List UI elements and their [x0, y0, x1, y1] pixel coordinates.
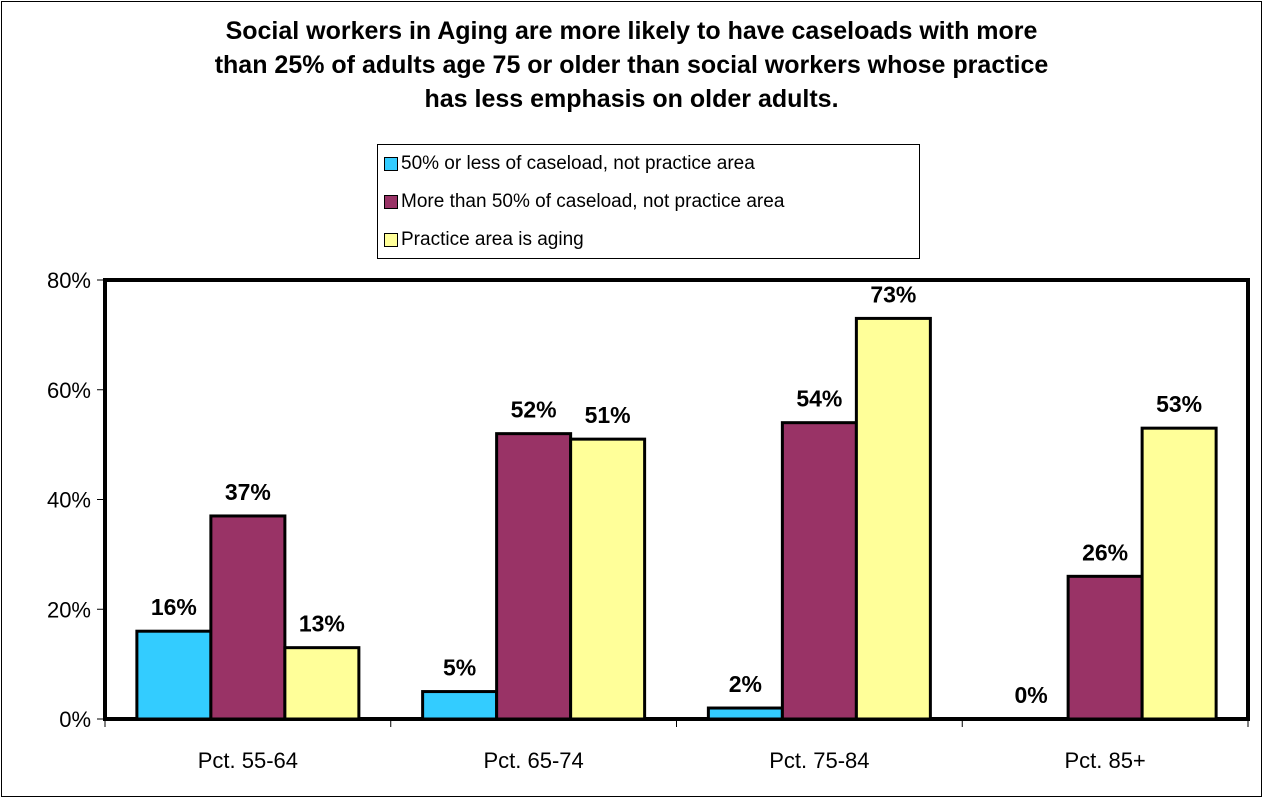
bar [1140, 426, 1218, 721]
bar [1066, 574, 1144, 721]
legend-label-series-1: 50% or less of caseload, not practice ar… [401, 153, 755, 174]
bar [706, 706, 784, 721]
chart-title-line-2: than 25% of adults age 75 or older than … [214, 51, 1049, 79]
data-label: 13% [299, 611, 345, 637]
bar [283, 646, 361, 721]
x-tick-label: Pct. 75-84 [769, 748, 869, 773]
y-tick-label: 80% [47, 268, 91, 293]
bar [135, 629, 213, 721]
bar [569, 437, 647, 721]
chart-title: Social workers in Aging are more likely … [0, 14, 1263, 116]
y-tick-label: 40% [47, 488, 91, 513]
data-label: 2% [729, 671, 762, 697]
y-tick-label: 60% [47, 378, 91, 403]
legend-swatch-series-2 [384, 195, 398, 209]
chart-legend: 50% or less of caseload, not practice ar… [377, 144, 920, 259]
x-tick-label: Pct. 55-64 [198, 748, 298, 773]
legend-item-series-2: More than 50% of caseload, not practice … [384, 185, 784, 219]
x-tick-label: Pct. 85+ [1064, 748, 1145, 773]
legend-label-series-3: Practice area is aging [401, 229, 584, 250]
x-tick-label: Pct. 65-74 [483, 748, 583, 773]
legend-label-series-2: More than 50% of caseload, not practice … [401, 191, 785, 212]
data-label: 5% [443, 655, 476, 681]
data-label: 52% [511, 397, 557, 423]
data-label: 16% [151, 594, 197, 620]
bar [780, 421, 858, 721]
bar [421, 690, 499, 721]
data-label: 53% [1156, 391, 1202, 417]
bar [854, 316, 932, 721]
legend-swatch-series-3 [384, 233, 398, 247]
y-tick-label: 20% [47, 597, 91, 622]
data-label: 54% [796, 386, 842, 412]
legend-swatch-series-1 [384, 157, 398, 171]
data-label: 73% [870, 281, 916, 307]
legend-item-series-1: 50% or less of caseload, not practice ar… [384, 147, 755, 181]
chart-title-line-3: has less emphasis on older adults. [424, 85, 839, 113]
data-label: 26% [1082, 539, 1128, 565]
legend-item-series-3: Practice area is aging [384, 223, 584, 257]
data-label: 37% [225, 479, 271, 505]
y-tick-label: 0% [59, 707, 91, 732]
data-label: 0% [1015, 682, 1048, 708]
chart-title-line-1: Social workers in Aging are more likely … [225, 17, 1038, 45]
bar [209, 514, 287, 721]
bar [495, 432, 573, 721]
data-label: 51% [585, 402, 631, 428]
